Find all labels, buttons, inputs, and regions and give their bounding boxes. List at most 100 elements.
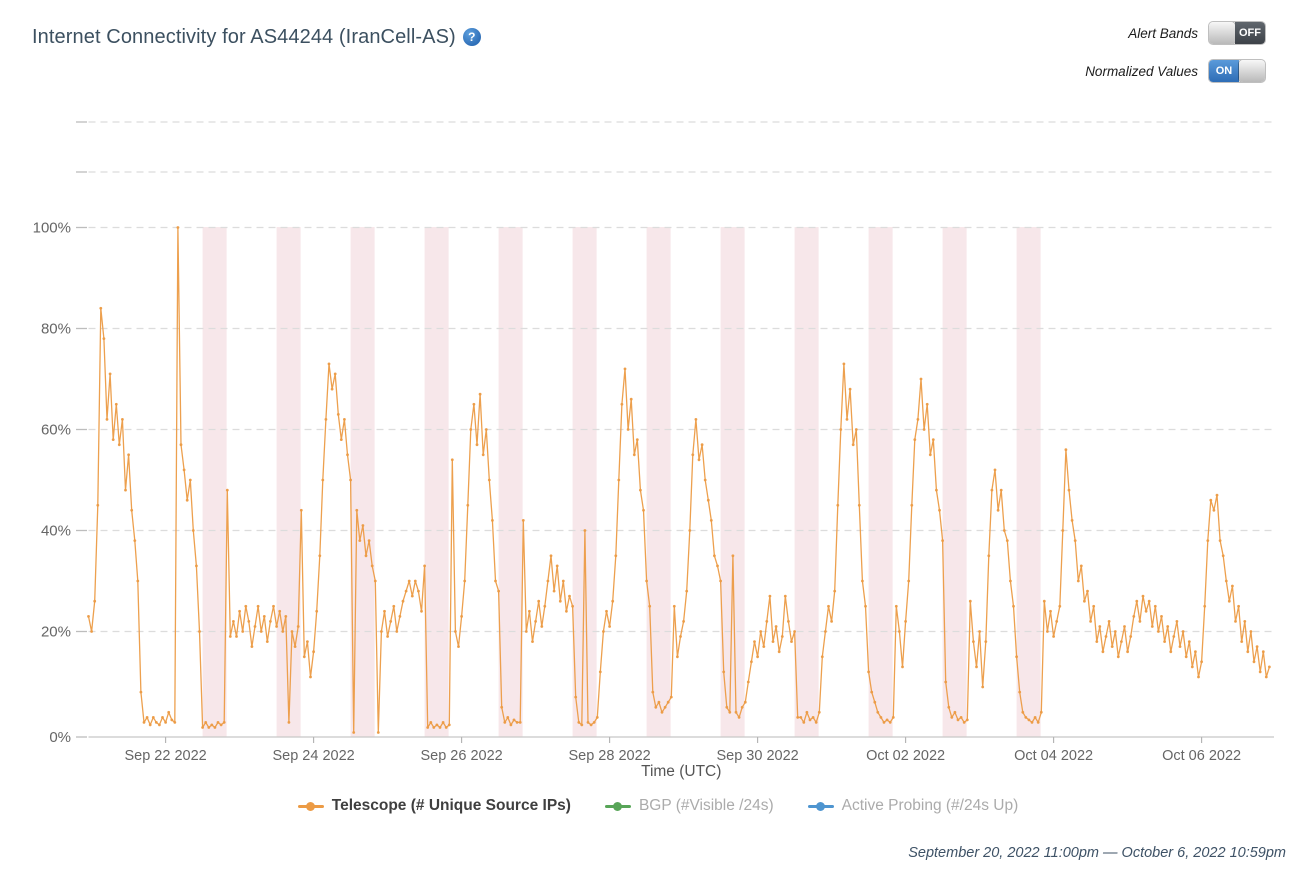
series-point <box>728 710 732 714</box>
series-point <box>1227 599 1231 603</box>
series-point <box>1249 630 1253 633</box>
series-point <box>167 710 171 714</box>
series-point <box>102 337 106 340</box>
legend-item-bgp[interactable]: BGP (#Visible /24s) <box>604 797 774 815</box>
series-point <box>1095 640 1099 643</box>
series-point <box>182 468 186 472</box>
series-point <box>1169 650 1173 654</box>
alert-band <box>498 227 523 737</box>
series-point <box>130 508 134 512</box>
series-point <box>1092 604 1096 608</box>
series-point <box>1237 604 1240 608</box>
series-point <box>463 579 467 583</box>
series-point <box>928 453 932 457</box>
series-point <box>1073 539 1077 542</box>
series-point <box>857 503 861 507</box>
series-point <box>1234 620 1237 623</box>
series-point <box>509 723 513 727</box>
series-point <box>244 604 248 608</box>
y-tick-label: 100% <box>33 220 71 237</box>
series-point <box>635 438 639 441</box>
legend-item-active-probing[interactable]: Active Probing (#/24s Up) <box>807 797 1019 815</box>
series-point <box>154 721 158 724</box>
series-point <box>935 488 938 492</box>
series-point <box>981 685 985 689</box>
date-range-label: September 20, 2022 11:00pm — October 6, … <box>908 845 1286 861</box>
series-point <box>827 604 830 608</box>
series-point <box>1175 620 1179 623</box>
series-point <box>605 609 608 613</box>
normalized-values-toggle[interactable]: ON <box>1209 60 1265 82</box>
series-point <box>802 721 806 724</box>
series-point <box>999 488 1003 492</box>
series-point <box>561 579 565 583</box>
series-point <box>198 630 201 633</box>
series-point <box>913 438 917 441</box>
series-point <box>651 690 655 694</box>
y-tick-label: 0% <box>49 729 71 746</box>
alert-band <box>1016 227 1041 737</box>
series-point <box>1086 589 1089 593</box>
help-icon[interactable]: ? <box>462 28 481 46</box>
series-point <box>484 428 488 431</box>
series-point <box>956 718 960 722</box>
series-point <box>549 554 553 558</box>
series-point <box>164 721 168 724</box>
series-point <box>410 594 414 598</box>
series-point <box>117 443 121 447</box>
alert-bands-toggle[interactable]: OFF <box>1209 22 1265 44</box>
series-point <box>349 478 352 482</box>
series-point <box>176 226 180 229</box>
series-point <box>213 726 217 729</box>
series-point <box>716 564 719 568</box>
series-point <box>783 594 787 598</box>
series-point <box>105 418 109 421</box>
series-point <box>99 306 103 310</box>
alert-bands-toggle-state: OFF <box>1235 22 1265 44</box>
series-point <box>817 710 821 714</box>
series-point <box>814 721 818 724</box>
series-point <box>666 700 670 704</box>
series-point <box>259 630 263 633</box>
series-point <box>327 362 331 366</box>
series-point <box>367 539 371 542</box>
series-point <box>888 721 892 724</box>
series-point <box>611 599 615 603</box>
series-point <box>657 700 661 704</box>
series-point <box>762 645 766 648</box>
series-point <box>1083 599 1086 603</box>
series-point <box>1021 710 1025 714</box>
alert-bands-toggle-knob <box>1209 22 1235 44</box>
series-point <box>201 726 205 729</box>
series-point <box>568 594 571 598</box>
series-point <box>916 418 920 421</box>
x-tick-label: Oct 04 2022 <box>1014 748 1093 764</box>
series-point <box>731 554 735 558</box>
series-point <box>222 721 226 724</box>
series-point <box>528 609 531 613</box>
bgp-series-marker-icon <box>604 801 631 811</box>
alert-bands-control: Alert Bands OFF <box>1128 22 1265 44</box>
legend-label-active-probing: Active Probing (#/24s Up) <box>841 797 1019 814</box>
series-point <box>1184 655 1188 659</box>
series-point <box>793 630 796 633</box>
series-point <box>302 655 306 659</box>
series-point <box>457 645 460 648</box>
series-point <box>191 529 195 532</box>
legend-item-telescope[interactable]: Telescope (# Unique Source IPs) <box>297 797 571 815</box>
series-point <box>753 640 756 643</box>
series-point <box>780 635 784 638</box>
series-point <box>842 362 846 366</box>
series-point <box>854 428 858 431</box>
series-point <box>1046 630 1049 633</box>
series-point <box>984 640 988 643</box>
series-point <box>799 716 803 719</box>
series-point <box>346 453 349 457</box>
series-point <box>552 589 556 593</box>
series-point <box>774 625 778 628</box>
series-point <box>734 710 738 714</box>
series-point <box>645 579 648 583</box>
series-point <box>700 443 704 447</box>
series-point <box>204 721 208 724</box>
